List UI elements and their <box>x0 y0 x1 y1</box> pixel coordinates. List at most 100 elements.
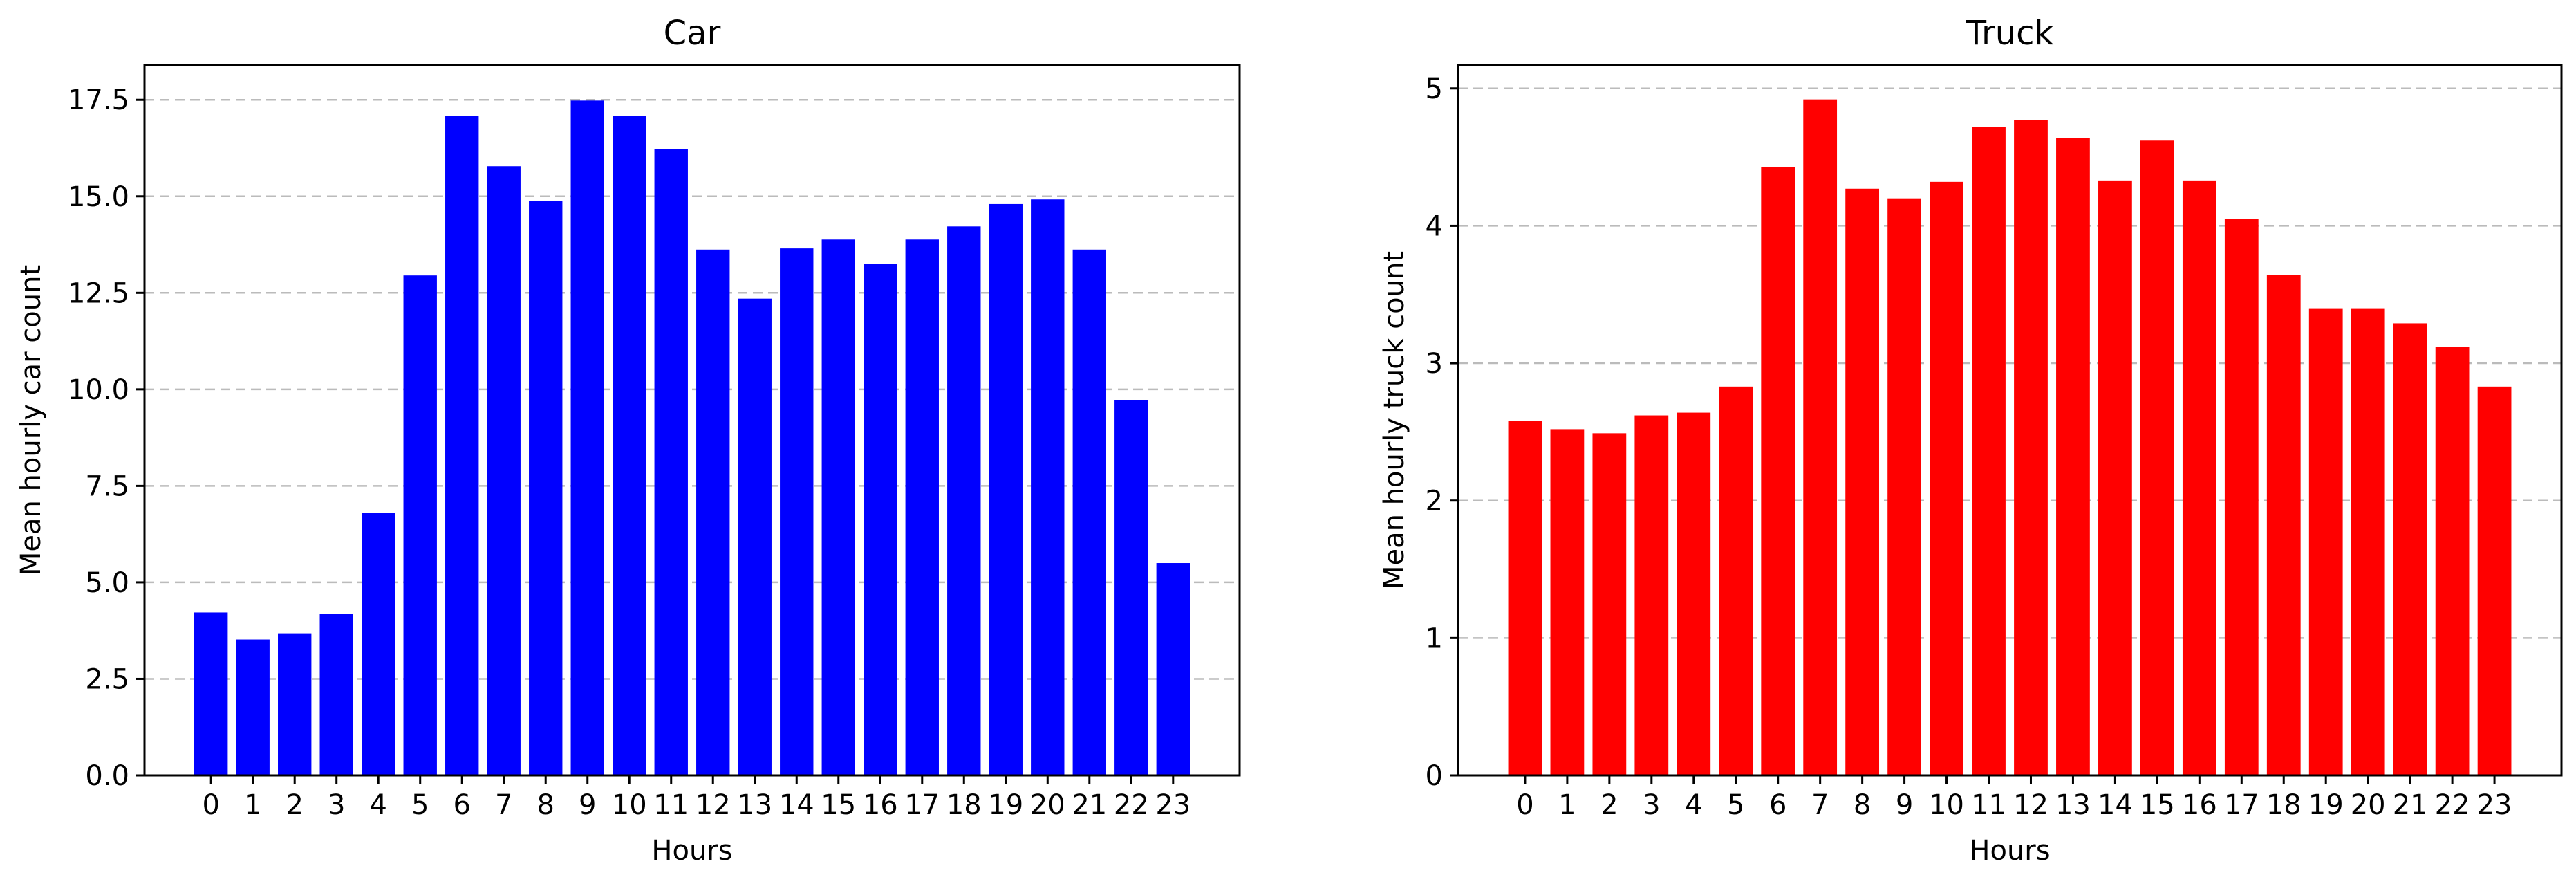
truck-x-tick-label-6: 6 <box>1769 789 1786 821</box>
car-x-tick-label-2: 2 <box>286 789 303 821</box>
truck-x-tick-label-10: 10 <box>1929 789 1964 821</box>
truck-x-tick-label-1: 1 <box>1558 789 1576 821</box>
truck-bar-18 <box>2266 275 2301 775</box>
car-bar-6 <box>445 116 479 775</box>
car-x-tick-label-8: 8 <box>537 789 554 821</box>
car-bar-21 <box>1072 249 1106 775</box>
car-x-tick-label-17: 17 <box>904 789 940 821</box>
car-x-tick-label-12: 12 <box>696 789 731 821</box>
truck-bars <box>1508 99 2512 776</box>
car-x-tick-label-13: 13 <box>737 789 772 821</box>
truck-bar-13 <box>2056 138 2090 775</box>
truck-x-tick-label-5: 5 <box>1727 789 1744 821</box>
car-x-tick-label-1: 1 <box>244 789 261 821</box>
car-x-axis-label: Hours <box>651 835 732 867</box>
car-chart-title: Car <box>664 14 721 53</box>
truck-bar-4 <box>1677 412 1711 775</box>
truck-x-tick-label-11: 11 <box>1971 789 2006 821</box>
car-x-tick-label-18: 18 <box>946 789 982 821</box>
car-y-tick-label-2: 5.0 <box>85 567 129 599</box>
car-bar-8 <box>529 201 563 775</box>
truck-y-axis-label: Mean hourly truck count <box>1379 251 1410 589</box>
truck-bar-6 <box>1761 166 1795 776</box>
car-bar-18 <box>947 226 981 775</box>
car-bar-0 <box>194 612 228 775</box>
truck-x-tick-label-13: 13 <box>2055 789 2091 821</box>
car-y-axis-label: Mean hourly car count <box>15 265 47 575</box>
truck-chart-title: Truck <box>1966 14 2054 53</box>
truck-x-tick-label-7: 7 <box>1811 789 1829 821</box>
truck-x-tick-label-0: 0 <box>1516 789 1533 821</box>
truck-bar-21 <box>2393 323 2427 775</box>
car-x-tick-label-14: 14 <box>779 789 814 821</box>
truck-bar-10 <box>1930 181 1963 775</box>
car-y-tick-label-0: 0.0 <box>85 760 129 792</box>
car-bar-3 <box>319 614 353 775</box>
car-bar-13 <box>738 298 772 775</box>
truck-bar-23 <box>2477 386 2512 775</box>
truck-bar-0 <box>1508 421 1542 775</box>
car-bar-14 <box>780 248 814 775</box>
car-bar-22 <box>1114 400 1148 775</box>
car-chart-panel: 0.02.55.07.510.012.515.017.50 1 2 3 4 5 6 7 8 9 10… <box>15 14 1241 867</box>
car-bar-2 <box>278 633 312 775</box>
truck-y-tick-label-5: 5 <box>1426 73 1443 105</box>
car-x-tick-label-20: 20 <box>1030 789 1065 821</box>
car-bar-20 <box>1031 199 1065 776</box>
car-x-ticks: 0 1 2 3 4 5 6 7 8 9 10 11 12 13 14 15 16 17 18 19 20 21 22 23 <box>202 775 1191 821</box>
truck-y-tick-label-4: 4 <box>1426 210 1443 242</box>
car-bar-16 <box>864 264 897 775</box>
truck-x-tick-label-19: 19 <box>2308 789 2344 821</box>
truck-bar-7 <box>1803 99 1838 776</box>
truck-x-tick-label-2: 2 <box>1600 789 1618 821</box>
car-y-tick-label-5: 12.5 <box>68 277 129 309</box>
car-bar-7 <box>487 166 521 776</box>
truck-bar-19 <box>2308 308 2343 775</box>
truck-bar-12 <box>2014 120 2048 775</box>
truck-x-tick-label-14: 14 <box>2098 789 2133 821</box>
truck-x-tick-label-3: 3 <box>1643 789 1660 821</box>
truck-bar-2 <box>1592 433 1627 775</box>
car-y-tick-label-4: 10.0 <box>68 374 129 406</box>
car-bar-4 <box>362 513 395 775</box>
truck-bar-8 <box>1845 188 1880 775</box>
car-x-tick-label-4: 4 <box>369 789 386 821</box>
truck-x-tick-label-17: 17 <box>2224 789 2259 821</box>
car-x-tick-label-23: 23 <box>1155 789 1191 821</box>
truck-y-tick-label-3: 3 <box>1426 348 1443 380</box>
car-y-tick-label-1: 2.5 <box>85 663 129 695</box>
car-bar-12 <box>696 249 730 775</box>
truck-y-tick-label-0: 0 <box>1426 760 1443 792</box>
truck-y-tick-label-1: 1 <box>1426 623 1443 654</box>
car-bar-23 <box>1156 563 1190 775</box>
truck-y-ticks: 0 1 2 3 4 5 <box>1426 73 1458 792</box>
car-x-tick-label-9: 9 <box>579 789 596 821</box>
truck-bar-5 <box>1719 386 1753 775</box>
car-bar-17 <box>905 239 939 775</box>
truck-bar-3 <box>1634 415 1669 775</box>
truck-x-tick-label-18: 18 <box>2266 789 2302 821</box>
truck-bar-1 <box>1550 429 1585 775</box>
car-bars <box>194 100 1190 776</box>
car-gridlines <box>144 98 1240 680</box>
truck-y-tick-label-2: 2 <box>1426 486 1443 517</box>
truck-bar-16 <box>2182 180 2216 775</box>
car-x-tick-label-0: 0 <box>202 789 219 821</box>
truck-bar-22 <box>2435 347 2470 775</box>
truck-bar-20 <box>2351 308 2385 775</box>
truck-x-axis-label: Hours <box>1969 835 2050 867</box>
truck-x-ticks: 0 1 2 3 4 5 6 7 8 9 10 11 12 13 14 15 16 17 18 19 20 21 22 23 <box>1516 775 2512 821</box>
car-x-tick-label-5: 5 <box>411 789 429 821</box>
car-plot-frame <box>143 64 1241 777</box>
truck-x-tick-label-23: 23 <box>2477 789 2512 821</box>
car-x-tick-label-10: 10 <box>612 789 647 821</box>
truck-x-tick-label-21: 21 <box>2393 789 2428 821</box>
truck-x-tick-label-8: 8 <box>1854 789 1871 821</box>
car-bar-5 <box>403 275 437 775</box>
car-bar-11 <box>654 149 688 775</box>
car-y-tick-label-3: 7.5 <box>85 470 129 502</box>
car-x-tick-label-15: 15 <box>821 789 856 821</box>
car-x-tick-label-6: 6 <box>454 789 471 821</box>
